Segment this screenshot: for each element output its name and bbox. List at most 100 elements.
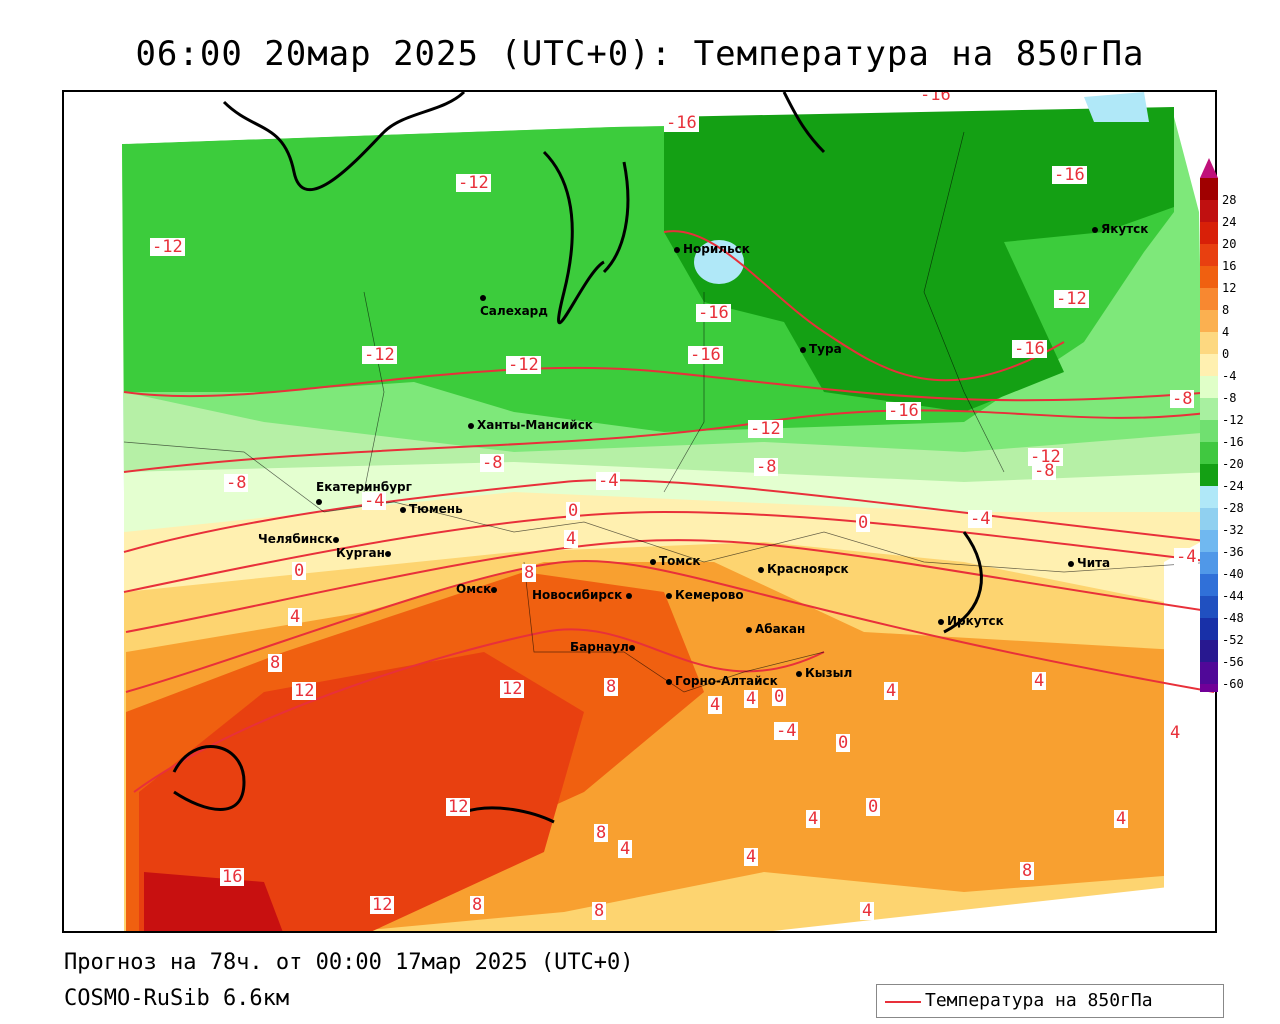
- band-deep-red: [144, 872, 283, 931]
- colorbar-tick-label: -56: [1222, 655, 1244, 669]
- forecast-info: Прогноз на 78ч. от 00:00 17мар 2025 (UTC…: [64, 950, 634, 975]
- colorbar-tick-label: 28: [1222, 193, 1237, 207]
- isotherm-label: 0: [836, 733, 851, 753]
- city-gorno-altaysk: Горно-Алтайск: [666, 674, 778, 688]
- colorbar-swatch: [1200, 222, 1218, 244]
- isotherm-label: -4: [774, 721, 799, 741]
- outside-domain-bottom-right: [797, 882, 1215, 931]
- city-marker-icon: [666, 592, 672, 599]
- city-marker-icon: [400, 506, 406, 513]
- colorbar-tick-label: -20: [1222, 457, 1244, 471]
- city-salekhard: Салехард: [480, 290, 548, 318]
- isotherm-label: -12: [1028, 447, 1063, 467]
- isotherm-label: 4: [860, 901, 875, 921]
- isotherm-label: 4: [806, 809, 821, 829]
- isotherm-label: -16: [918, 92, 953, 104]
- city-marker-icon: [650, 558, 656, 565]
- city-marker-icon: [332, 536, 339, 543]
- isotherm-label: -12: [1054, 289, 1089, 309]
- isotherm-label: 12: [370, 895, 395, 915]
- band-dark-green: [664, 107, 1174, 412]
- isotherm-label: -12: [748, 419, 783, 439]
- city-tyumen: Тюмень: [400, 502, 463, 516]
- colorbar-tick-label: -36: [1222, 545, 1244, 559]
- isotherm-label: -8: [480, 453, 505, 473]
- city-marker-icon: [1068, 560, 1074, 567]
- city-kurgan: Курган: [336, 546, 394, 560]
- city-kemerovo: Кемерово: [666, 588, 744, 602]
- city-marker-icon: [938, 618, 944, 625]
- colorbar-swatch: [1200, 684, 1218, 692]
- isotherm-label: -8: [224, 473, 249, 493]
- city-tomsk: Томск: [650, 554, 701, 568]
- colorbar-tick-label: -32: [1222, 523, 1244, 537]
- isotherm-label: 0: [772, 687, 787, 707]
- map-frame: Норильск Якутск Салехард Тура Ханты-Манс…: [62, 90, 1217, 933]
- isotherm-lines: [123, 230, 1215, 793]
- isotherm-label: 8: [592, 901, 607, 921]
- isotherm-label: 0: [866, 797, 881, 817]
- colorbar-tick-label: -60: [1222, 677, 1244, 691]
- lake-norilsk: [694, 240, 744, 284]
- colorbar-swatch: [1200, 310, 1218, 332]
- city-marker-icon: [491, 586, 498, 593]
- isotherm-label: -8: [1170, 389, 1195, 409]
- colorbar-swatch: [1200, 376, 1218, 398]
- colorbar-tick-label: 8: [1222, 303, 1230, 317]
- isotherm-label: -12: [362, 345, 397, 365]
- colorbar-swatch: [1200, 508, 1218, 530]
- city-chelyabinsk: Челябинск: [258, 532, 342, 546]
- colorbar-tick-label: 24: [1222, 215, 1237, 229]
- colorbar-swatch: [1200, 288, 1218, 310]
- isotherm-label: 12: [446, 797, 471, 817]
- colorbar-swatch: [1200, 552, 1218, 574]
- city-norilsk: Норильск: [674, 242, 750, 256]
- city-marker-icon: [628, 644, 635, 651]
- isotherm-label: 0: [292, 561, 307, 581]
- isotherm-label: -12: [456, 173, 491, 193]
- isotherm-label: 8: [1020, 861, 1035, 881]
- isotherm-label: -16: [1012, 339, 1047, 359]
- colorbar-tick-label: -24: [1222, 479, 1244, 493]
- isotherm-label: -4: [968, 509, 993, 529]
- colorbar-swatch: [1200, 662, 1218, 684]
- city-abakan: Абакан: [746, 622, 805, 636]
- isotherm-label: 4: [884, 681, 899, 701]
- colorbar-swatch: [1200, 640, 1218, 662]
- city-marker-icon: [674, 246, 680, 253]
- colorbar-tick-label: -12: [1222, 413, 1244, 427]
- temperature-field: [64, 92, 1215, 931]
- colorbar-tick-label: -44: [1222, 589, 1244, 603]
- isotherm-label: 4: [564, 529, 579, 549]
- colorbar-swatch: [1200, 596, 1218, 618]
- city-irkutsk: Иркутск: [938, 614, 1004, 628]
- coastlines: [172, 92, 983, 824]
- colorbar-tick-label: -28: [1222, 501, 1244, 515]
- city-novosibirsk: Новосибирск: [532, 588, 635, 602]
- isotherm-label: -16: [664, 113, 699, 133]
- colorbar-tick-label: -8: [1222, 391, 1237, 405]
- colorbar-top-arrow: [1200, 158, 1218, 178]
- colorbar: [1200, 158, 1218, 692]
- city-barnaul: Барнаул: [570, 640, 638, 654]
- isotherm-label: 12: [500, 679, 525, 699]
- isotherm-label: 4: [744, 847, 759, 867]
- isotherm-label: 8: [604, 677, 619, 697]
- isotherm-label: 4: [1168, 723, 1183, 743]
- colorbar-swatch: [1200, 442, 1218, 464]
- colorbar-swatch: [1200, 178, 1218, 200]
- city-marker-icon: [384, 550, 391, 557]
- legend: Температура на 850гПа: [876, 984, 1224, 1018]
- city-marker-icon: [666, 678, 672, 685]
- isotherm-label: -12: [506, 355, 541, 375]
- colorbar-swatch: [1200, 200, 1218, 222]
- isotherm-label: -16: [1052, 165, 1087, 185]
- isotherm-label: 0: [856, 513, 871, 533]
- colorbar-swatch: [1200, 618, 1218, 640]
- isotherm-label: -4: [362, 491, 387, 511]
- isotherm-label: 8: [594, 823, 609, 843]
- isotherm-label: 4: [1032, 671, 1047, 691]
- city-omsk: Омск: [456, 582, 500, 596]
- isotherm-label: 4: [618, 839, 633, 859]
- colorbar-swatch: [1200, 244, 1218, 266]
